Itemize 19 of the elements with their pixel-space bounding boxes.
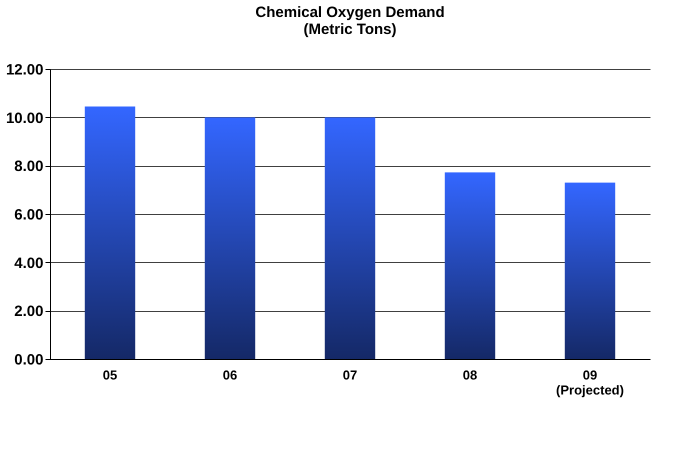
bar [444, 172, 496, 359]
x-tick-label: 09 (Projected) [556, 368, 624, 398]
y-tick-label: 12.00 [6, 62, 44, 78]
y-tick-label: 8.00 [14, 158, 44, 176]
x-tick-label: 08 [462, 368, 478, 382]
text: Chemical Oxygen Demand [255, 4, 445, 21]
text: (Metric Tons) [303, 21, 397, 38]
bar [324, 117, 376, 359]
y-tick-label: 0.00 [14, 352, 44, 368]
bar [204, 117, 256, 359]
y-tick-label: 10.00 [6, 110, 44, 127]
x-tick-label: 06 [222, 368, 238, 382]
x-tick-label: 07 [342, 368, 358, 382]
y-tick-label: 4.00 [14, 254, 44, 272]
bar [564, 182, 616, 359]
x-tick-label: 05 [102, 368, 118, 382]
y-tick-label: 2.00 [14, 303, 44, 320]
bar [84, 106, 136, 359]
y-tick-label: 6.00 [14, 206, 44, 224]
